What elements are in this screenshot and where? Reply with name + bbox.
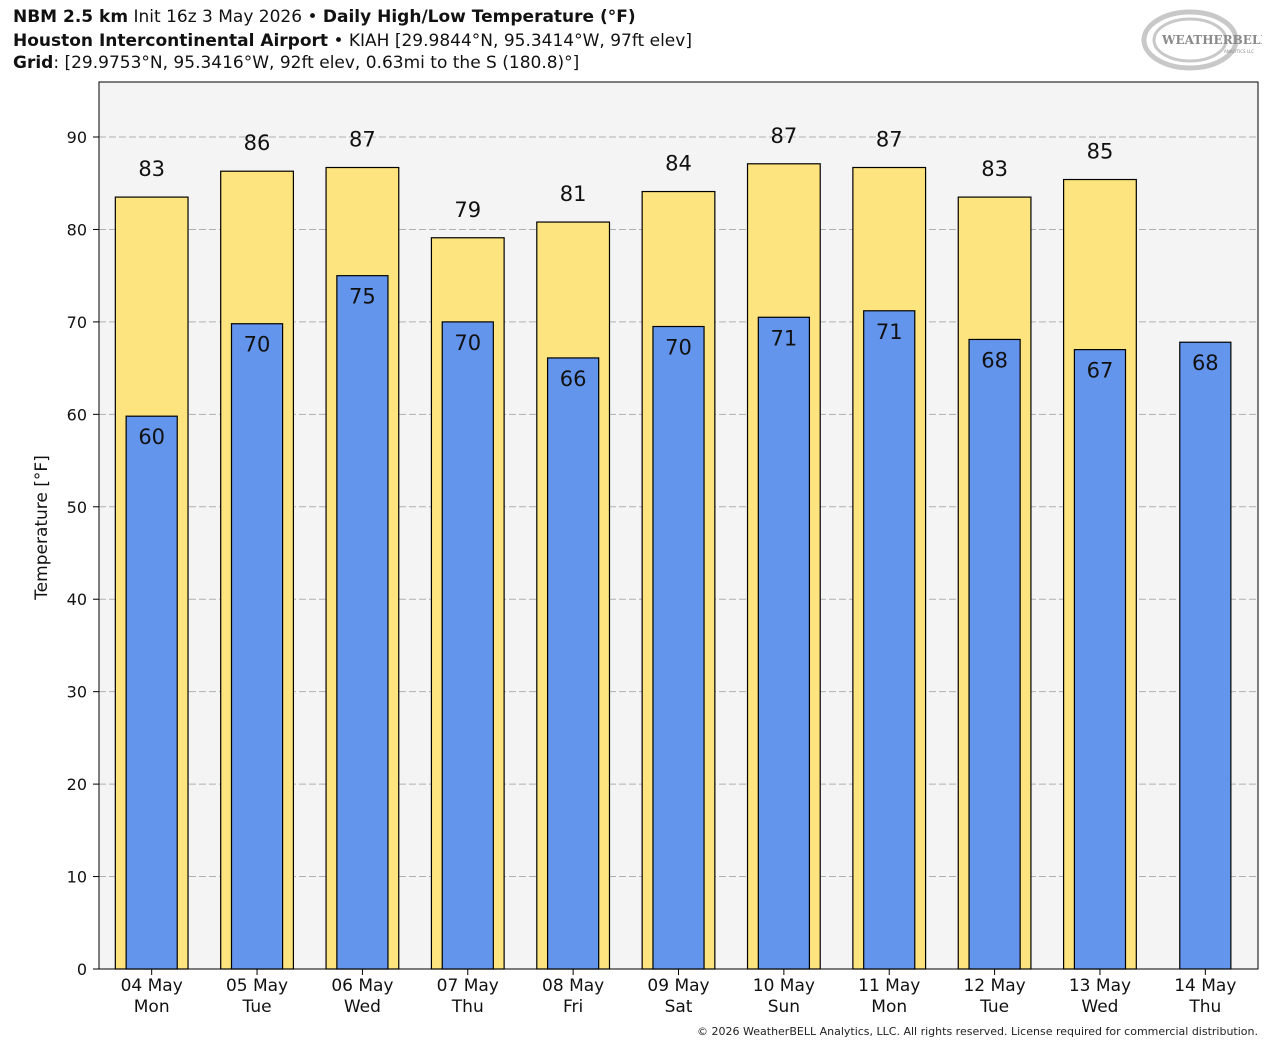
low-temp-label: 67: [1087, 359, 1114, 383]
y-tick-label: 10: [67, 868, 87, 887]
x-tick-label-date: 09 May: [647, 976, 709, 996]
x-tick-label-day: Sun: [768, 997, 800, 1017]
x-tick-label-day: Wed: [344, 997, 381, 1017]
low-temp-label: 71: [876, 320, 903, 344]
title-line-3: Grid: [29.9753°N, 95.3416°W, 92ft elev, …: [13, 52, 579, 74]
low-temp-label: 71: [770, 326, 797, 350]
low-temp-bar: [757, 316, 811, 970]
x-tick-label-date: 06 May: [331, 976, 393, 996]
low-temp-bar: [863, 310, 916, 970]
station-name: Houston Intercontinental Airport: [13, 31, 329, 51]
low-temp-label: 70: [244, 333, 271, 357]
high-temp-label: 83: [981, 157, 1008, 181]
high-temp-label: 86: [244, 131, 271, 155]
x-tick-label-day: Mon: [871, 997, 907, 1017]
grid-label: Grid: [13, 53, 54, 73]
low-temp-bar: [230, 323, 284, 970]
logo-subtext: ANALYTICS LLC: [1224, 49, 1254, 54]
x-tick-label-date: 11 May: [858, 976, 920, 996]
low-temp-bar: [441, 321, 494, 970]
low-temp-bar: [336, 275, 389, 970]
x-tick-label-date: 13 May: [1069, 976, 1131, 996]
x-tick-label-date: 12 May: [963, 976, 1025, 996]
high-temp-label: 79: [454, 198, 481, 222]
model-name: NBM 2.5 km: [13, 7, 129, 27]
x-tick-label-date: 04 May: [121, 976, 183, 996]
x-tick-label-date: 08 May: [542, 976, 604, 996]
x-tick-label-date: 14 May: [1174, 976, 1236, 996]
low-temp-bar: [1179, 341, 1232, 970]
init-time: Init 16z 3 May 2026 •: [128, 7, 323, 27]
x-tick-label-day: Thu: [1188, 997, 1221, 1017]
x-tick-label-day: Tue: [242, 997, 272, 1017]
low-temp-label: 70: [665, 336, 692, 360]
high-temp-label: 87: [349, 128, 376, 152]
weatherbell-logo: WEATHERBELL ANALYTICS LLC: [1141, 9, 1262, 71]
low-temp-label: 70: [454, 331, 481, 355]
high-temp-label: 87: [876, 128, 903, 152]
low-temp-label: 66: [560, 367, 587, 391]
chart-title: Daily High/Low Temperature (°F): [322, 7, 636, 27]
x-tick-label-day: Sat: [665, 997, 693, 1017]
station-coords: • KIAH [29.9844°N, 95.3414°W, 97ft elev]: [328, 31, 692, 51]
x-tick-label-day: Tue: [979, 997, 1009, 1017]
high-temp-label: 81: [560, 182, 587, 206]
y-tick-label: 50: [67, 498, 87, 517]
high-temp-label: 84: [665, 152, 692, 176]
y-tick-label: 30: [67, 683, 87, 702]
copyright-notice: © 2026 WeatherBELL Analytics, LLC. All r…: [697, 1025, 1258, 1038]
low-temp-bar: [125, 415, 178, 970]
y-tick-label: 40: [67, 590, 87, 609]
logo-text: WEATHERBELL: [1161, 33, 1262, 47]
x-tick-label-day: Mon: [134, 997, 170, 1017]
title-line-1: NBM 2.5 km Init 16z 3 May 2026 • Daily H…: [13, 6, 636, 28]
low-temp-bar: [968, 338, 1021, 970]
low-temp-label: 60: [138, 425, 165, 449]
title-line-2: Houston Intercontinental Airport • KIAH …: [13, 30, 692, 52]
y-tick-label: 70: [67, 313, 87, 332]
y-axis: 0 10 20 30 40 50 60 70 80 90: [67, 128, 99, 979]
x-tick-label-day: Fri: [563, 997, 583, 1017]
grid-coords: : [29.9753°N, 95.3416°W, 92ft elev, 0.63…: [53, 53, 580, 73]
x-tick-label-date: 10 May: [753, 976, 815, 996]
bars: 83 60 86 70 87 75 79 70 81 66 84 70 87 71 87 71 83 68 85 67…: [114, 124, 1232, 970]
y-axis-label: Temperature [°F]: [32, 455, 52, 601]
high-temp-label: 87: [770, 124, 797, 148]
low-temp-label: 75: [349, 285, 376, 309]
low-temp-bar: [652, 325, 705, 970]
y-tick-label: 80: [67, 220, 87, 239]
low-temp-bar: [546, 357, 600, 970]
low-temp-label: 68: [981, 348, 1008, 372]
y-tick-label: 20: [67, 775, 87, 794]
x-tick-label-date: 05 May: [226, 976, 288, 996]
y-tick-label: 0: [77, 960, 87, 979]
low-temp-label: 68: [1192, 351, 1219, 375]
y-tick-label: 60: [67, 405, 87, 424]
x-tick-label-day: Wed: [1081, 997, 1118, 1017]
high-temp-label: 85: [1087, 140, 1114, 164]
y-tick-label: 90: [67, 128, 87, 147]
x-tick-label-date: 07 May: [437, 976, 499, 996]
high-temp-label: 83: [138, 157, 165, 181]
low-temp-bar: [1073, 349, 1127, 970]
x-tick-label-day: Thu: [451, 997, 484, 1017]
